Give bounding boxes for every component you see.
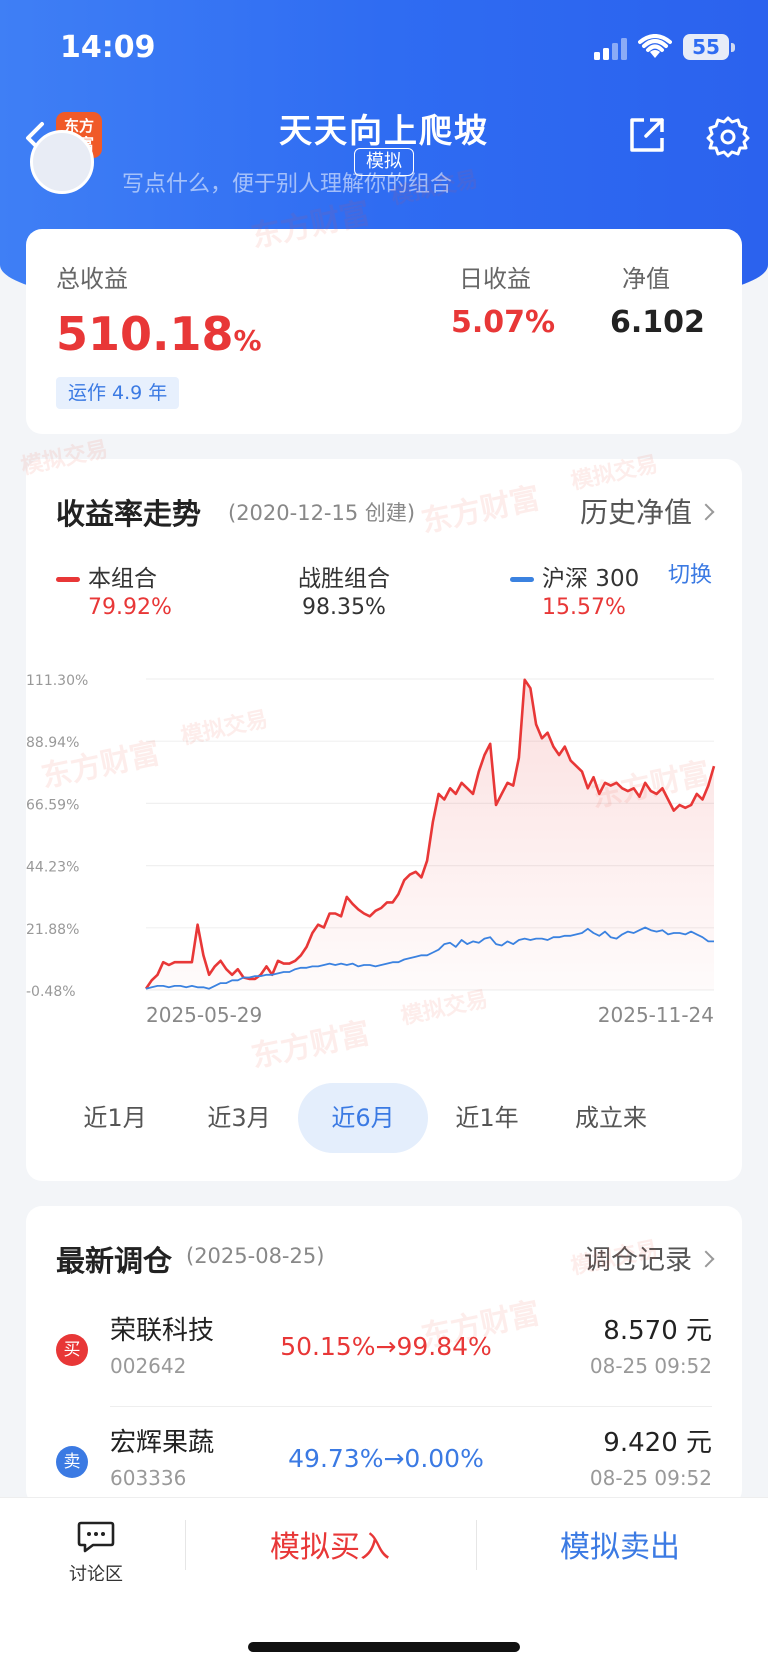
buy-badge-icon: 买: [56, 1334, 88, 1366]
net-value-label: 净值: [622, 265, 670, 293]
position-change: 49.73%→0.00%: [288, 1444, 484, 1473]
total-return-label: 总收益: [56, 265, 128, 293]
daily-return-value: 5.07%: [451, 305, 556, 340]
position-change: 50.15%→99.84%: [280, 1332, 492, 1361]
range-button[interactable]: 近1年: [455, 1104, 519, 1132]
series-line-hs300: [145, 926, 714, 990]
series-line-portfolio: [144, 678, 716, 990]
cellular-signal-icon: [594, 38, 627, 60]
stock-code: 002642: [110, 1354, 187, 1378]
stock-code: 603336: [110, 1466, 187, 1490]
history-nav-link[interactable]: 历史净值: [580, 491, 715, 531]
chat-bubble-icon: [77, 1521, 115, 1553]
latest-rebalance-card: 最新调仓 (2025-08-25) 调仓记录 买 荣联科技 002642 50.…: [26, 1206, 742, 1506]
home-indicator: [248, 1642, 520, 1652]
divider: [110, 1406, 712, 1407]
legend-swatch: [510, 577, 534, 582]
series-area-fill: [146, 679, 714, 990]
chevron-right-icon: [697, 503, 715, 521]
legend-hs300-value: 15.57%: [542, 595, 626, 620]
trade-row[interactable]: 卖 宏辉果蔬 603336 49.73%→0.00% 9.420 元 08-25…: [26, 1406, 742, 1518]
running-years-tag: 运作 4.9 年: [56, 377, 180, 409]
legend-beat: 战胜组合: [298, 566, 390, 592]
trade-price: 8.570 元: [603, 1316, 712, 1346]
rebalance-date: (2025-08-25): [186, 1244, 325, 1268]
legend-portfolio-value: 79.92%: [88, 595, 172, 620]
trade-row[interactable]: 买 荣联科技 002642 50.15%→99.84% 8.570 元 08-2…: [26, 1294, 742, 1407]
trade-price: 9.420 元: [603, 1428, 712, 1458]
stock-name: 宏辉果蔬: [110, 1428, 215, 1458]
y-tick-label: 66.59%: [26, 797, 79, 813]
discussion-label: 讨论区: [69, 1564, 123, 1585]
divider: [476, 1520, 477, 1570]
rebalance-history-link[interactable]: 调仓记录: [584, 1238, 715, 1277]
legend-hs300: 沪深 300: [510, 559, 639, 593]
trade-time: 08-25 09:52: [589, 1354, 712, 1378]
return-trend-card: 收益率走势 (2020-12-15 创建) 历史净值 本组合 79.92% 战胜…: [26, 459, 742, 1181]
range-button[interactable]: 近1月: [83, 1104, 147, 1132]
battery-icon: 55: [683, 34, 735, 60]
chevron-right-icon: [697, 1250, 715, 1268]
discussion-button[interactable]: 讨论区: [56, 1520, 136, 1590]
y-tick-label: -0.48%: [26, 984, 76, 1000]
range-button[interactable]: 近3月: [207, 1104, 271, 1132]
net-value: 6.102: [610, 305, 705, 340]
legend-portfolio: 本组合: [56, 559, 157, 593]
settings-gear-icon[interactable]: [706, 114, 750, 158]
range-selector: 近1月 近3月 近6月 近1年 成立来: [26, 1083, 742, 1153]
stock-name: 荣联科技: [110, 1316, 215, 1346]
x-tick-label: 2025-05-29: [146, 1003, 262, 1027]
created-date: (2020-12-15 创建): [228, 501, 416, 525]
daily-return-label: 日收益: [459, 265, 531, 293]
range-button[interactable]: 近6月: [298, 1083, 428, 1153]
portfolio-title: 天天向上爬坡: [279, 111, 489, 150]
return-line-chart[interactable]: 111.30% 88.94% 66.59% 44.23% 21.88% -0.48% 202…: [26, 659, 742, 1039]
total-return-value: 510.18%: [56, 307, 262, 361]
legend-beat-value: 98.35%: [302, 595, 386, 620]
legend-swatch: [56, 577, 80, 582]
y-tick-label: 21.88%: [26, 922, 79, 938]
share-icon[interactable]: [626, 114, 668, 156]
trade-time: 08-25 09:52: [589, 1466, 712, 1490]
portfolio-description: 写点什么，便于别人理解你的组合: [122, 172, 453, 197]
y-tick-label: 44.23%: [26, 860, 79, 876]
divider: [185, 1520, 186, 1570]
wifi-icon: [638, 34, 672, 58]
range-button[interactable]: 成立来: [575, 1104, 647, 1132]
bottom-action-bar: 讨论区 模拟买入 模拟卖出: [0, 1497, 768, 1663]
status-time: 14:09: [60, 30, 156, 65]
summary-card: 总收益 510.18% 运作 4.9 年 日收益 5.07% 净值 6.102: [26, 229, 742, 434]
y-tick-label: 111.30%: [26, 673, 88, 689]
status-bar: 14:09 55: [0, 0, 768, 96]
switch-benchmark-link[interactable]: 切换: [667, 563, 712, 588]
sell-badge-icon: 卖: [56, 1446, 88, 1478]
x-tick-label: 2025-11-24: [598, 1003, 714, 1027]
rebalance-title: 最新调仓: [56, 1244, 173, 1278]
avatar[interactable]: [30, 130, 94, 194]
simulate-sell-button[interactable]: 模拟卖出: [560, 1530, 680, 1565]
simulation-tag: 模拟: [354, 148, 414, 176]
trend-title: 收益率走势: [56, 497, 202, 531]
simulate-buy-button[interactable]: 模拟买入: [270, 1530, 390, 1565]
y-tick-label: 88.94%: [26, 735, 79, 751]
description-row: 写点什么，便于别人理解你的组合: [30, 130, 730, 200]
